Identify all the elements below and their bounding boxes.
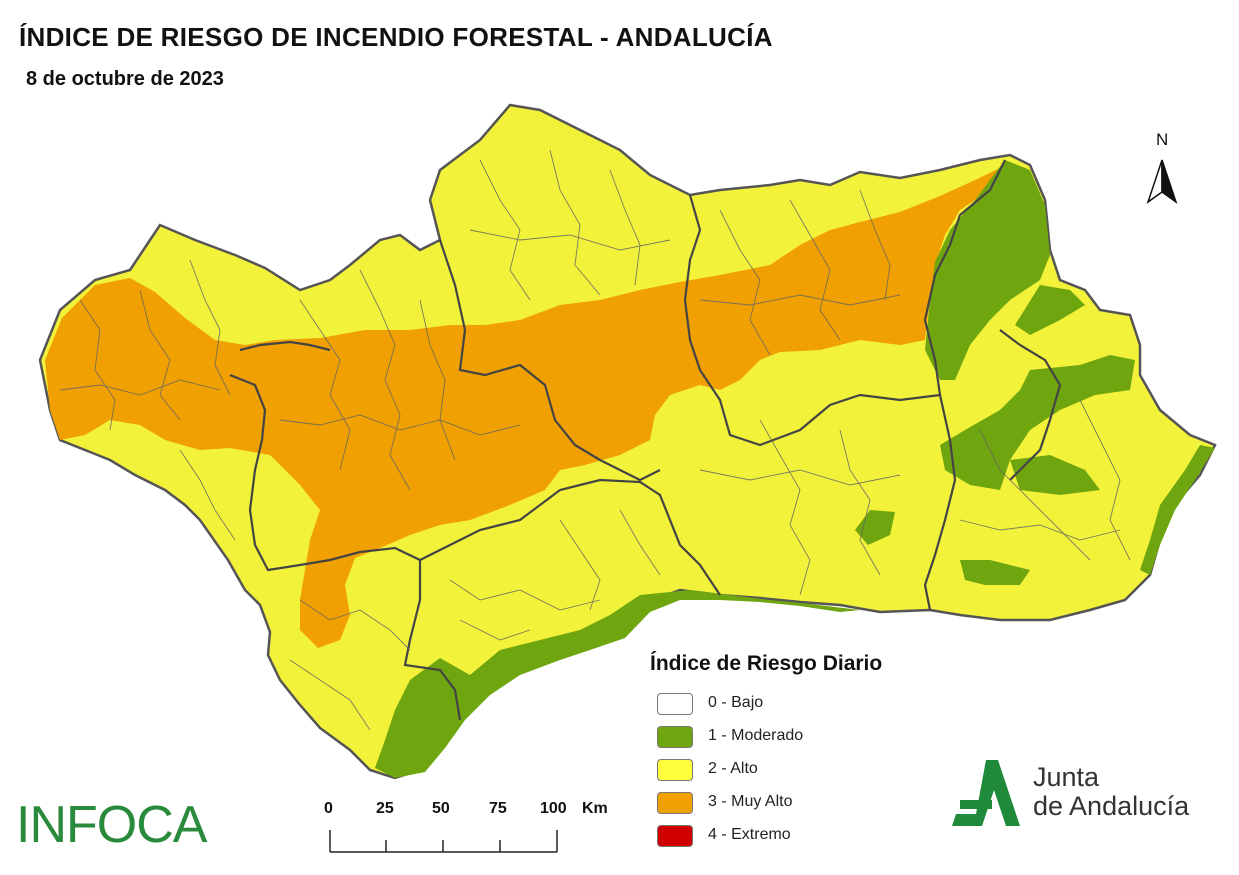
legend-label: 2 - Alto	[708, 760, 758, 777]
legend: Índice de Riesgo Diario 0 - Bajo 1 - Mod…	[650, 652, 882, 858]
legend-label: 0 - Bajo	[708, 694, 764, 711]
junta-line2: de Andalucía	[1033, 791, 1190, 821]
scale-unit: Km	[582, 800, 608, 817]
legend-title: Índice de Riesgo Diario	[650, 652, 883, 675]
legend-item-low: 0 - Bajo	[650, 693, 882, 726]
scale-tick-label: 0	[324, 800, 333, 817]
legend-swatch	[657, 759, 693, 781]
junta-line1: Junta	[1033, 762, 1100, 792]
legend-label: 3 - Muy Alto	[708, 793, 793, 810]
junta-andalucia-logo-icon	[952, 760, 1020, 826]
region-moderate-granada	[1010, 455, 1100, 495]
infoca-logo: INFOCA	[16, 796, 207, 854]
municipal-boundaries	[59, 149, 1131, 731]
junta-andalucia-wordmark: Junta de Andalucía	[1033, 763, 1189, 821]
north-label: N	[1156, 130, 1169, 149]
scale-tick-label: 25	[376, 800, 394, 817]
scale-line	[329, 830, 558, 853]
legend-swatch	[657, 792, 693, 814]
legend-swatch	[657, 825, 693, 847]
legend-label: 1 - Moderado	[708, 727, 804, 744]
legend-item-high: 2 - Alto	[650, 759, 882, 792]
scale-tick-label: 100	[540, 800, 567, 817]
scale-tick-label: 50	[432, 800, 450, 817]
scale-tick-label: 75	[489, 800, 507, 817]
legend-swatch	[657, 726, 693, 748]
map-date: 8 de octubre de 2023	[26, 68, 224, 90]
legend-item-extreme: 4 - Extremo	[650, 825, 882, 858]
region-moderate-northeast	[1015, 285, 1085, 335]
scale-bar: 0 25 50 75 100 Km	[318, 800, 618, 860]
region-moderate-almeria	[1140, 445, 1215, 575]
region-very-high-risk	[45, 168, 1000, 648]
legend-label: 4 - Extremo	[708, 826, 791, 843]
map-title: ÍNDICE DE RIESGO DE INCENDIO FORESTAL - …	[19, 22, 773, 52]
region-moderate-sierra-nevada	[960, 560, 1030, 585]
region-moderate-malaga	[375, 590, 860, 778]
legend-item-very-high: 3 - Muy Alto	[650, 792, 882, 825]
region-moderate-east	[925, 160, 1050, 380]
legend-item-moderate: 1 - Moderado	[650, 726, 882, 759]
region-moderate-cazorla	[940, 355, 1135, 490]
north-arrow-icon	[1146, 159, 1178, 204]
province-boundaries	[229, 159, 1062, 721]
legend-swatch	[657, 693, 693, 715]
